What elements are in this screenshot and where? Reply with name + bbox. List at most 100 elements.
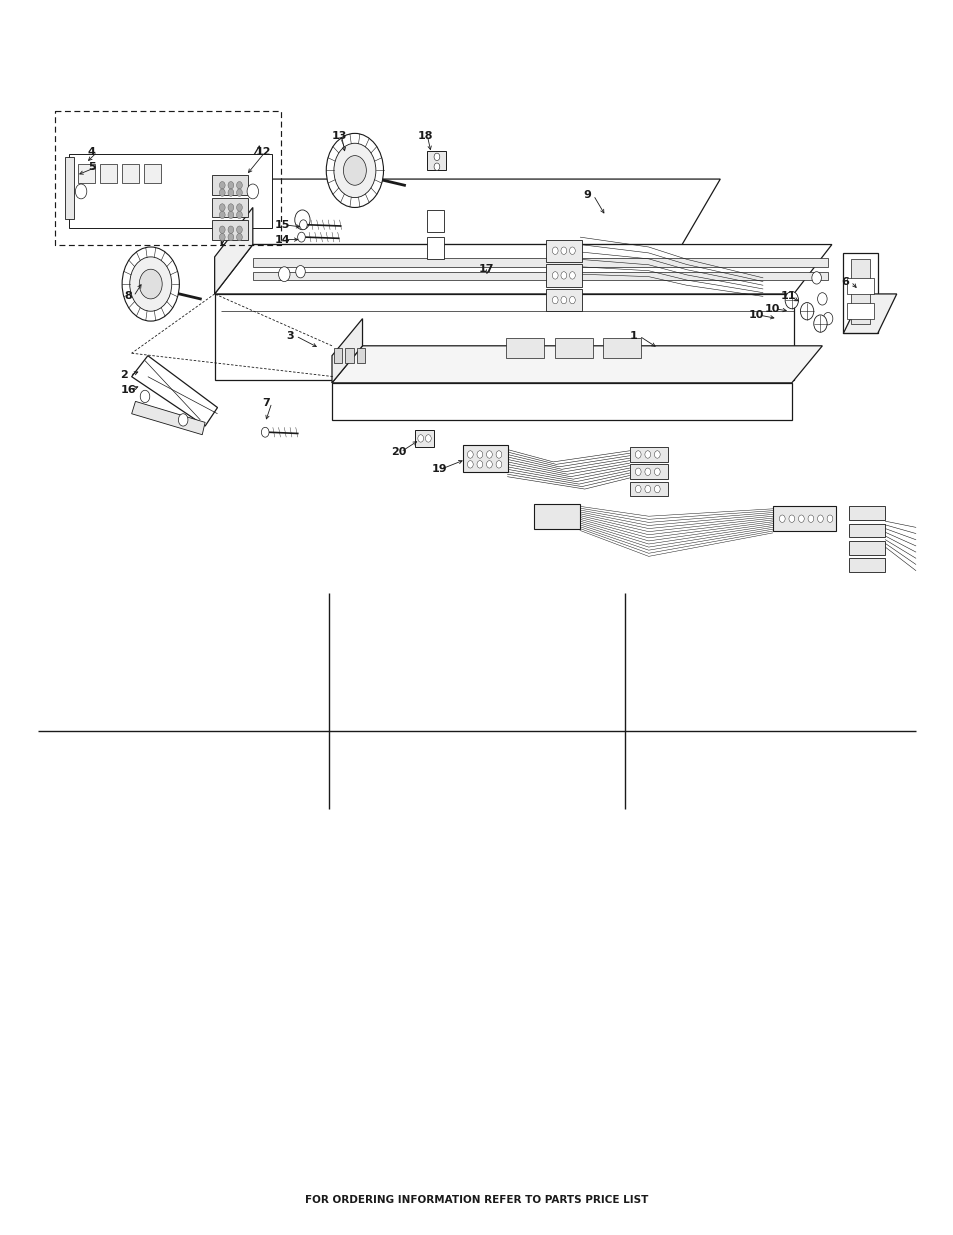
Text: 9: 9 xyxy=(583,190,591,200)
Text: 15: 15 xyxy=(274,220,290,230)
Polygon shape xyxy=(132,356,217,426)
Circle shape xyxy=(817,515,822,522)
Circle shape xyxy=(476,461,482,468)
Text: 6: 6 xyxy=(841,277,848,287)
Text: 13: 13 xyxy=(332,131,347,141)
Circle shape xyxy=(219,204,225,211)
Polygon shape xyxy=(221,146,259,245)
Polygon shape xyxy=(848,524,884,537)
Circle shape xyxy=(569,296,575,304)
Circle shape xyxy=(219,211,225,219)
Polygon shape xyxy=(253,258,827,267)
Circle shape xyxy=(552,272,558,279)
Polygon shape xyxy=(332,319,362,383)
Text: 11: 11 xyxy=(780,291,795,301)
Circle shape xyxy=(228,211,233,219)
Text: 14: 14 xyxy=(274,235,290,245)
Polygon shape xyxy=(629,447,667,462)
Circle shape xyxy=(822,312,832,325)
Polygon shape xyxy=(214,245,831,294)
Circle shape xyxy=(343,156,366,185)
Text: FOR ORDERING INFORMATION REFER TO PARTS PRICE LIST: FOR ORDERING INFORMATION REFER TO PARTS … xyxy=(305,1195,648,1205)
Polygon shape xyxy=(356,348,365,363)
Circle shape xyxy=(635,451,640,458)
Polygon shape xyxy=(122,164,139,183)
Polygon shape xyxy=(214,207,253,294)
Circle shape xyxy=(261,427,269,437)
Polygon shape xyxy=(214,294,793,380)
Circle shape xyxy=(122,247,179,321)
Circle shape xyxy=(247,184,258,199)
Circle shape xyxy=(552,247,558,254)
Text: 10: 10 xyxy=(748,310,763,320)
Circle shape xyxy=(635,468,640,475)
Circle shape xyxy=(178,414,188,426)
Circle shape xyxy=(552,296,558,304)
Circle shape xyxy=(295,266,305,278)
Polygon shape xyxy=(253,272,827,280)
Text: 20: 20 xyxy=(391,447,406,457)
Text: 7: 7 xyxy=(262,398,270,408)
Circle shape xyxy=(299,220,307,230)
Circle shape xyxy=(654,485,659,493)
Polygon shape xyxy=(334,348,342,363)
Circle shape xyxy=(139,269,162,299)
Circle shape xyxy=(334,143,375,198)
Circle shape xyxy=(219,226,225,233)
Circle shape xyxy=(297,232,305,242)
Polygon shape xyxy=(602,338,640,358)
Polygon shape xyxy=(629,464,667,479)
Circle shape xyxy=(467,461,473,468)
Polygon shape xyxy=(545,289,581,311)
Text: 4: 4 xyxy=(88,147,95,157)
Circle shape xyxy=(434,153,439,161)
Polygon shape xyxy=(100,164,117,183)
Text: 17: 17 xyxy=(478,264,494,274)
Polygon shape xyxy=(842,253,877,333)
Circle shape xyxy=(219,182,225,189)
Polygon shape xyxy=(427,151,446,170)
Polygon shape xyxy=(212,175,248,195)
Polygon shape xyxy=(65,157,74,219)
Circle shape xyxy=(236,189,242,196)
Circle shape xyxy=(569,247,575,254)
Circle shape xyxy=(496,461,501,468)
Circle shape xyxy=(228,226,233,233)
Circle shape xyxy=(560,296,566,304)
Circle shape xyxy=(496,451,501,458)
Circle shape xyxy=(236,204,242,211)
Circle shape xyxy=(75,184,87,199)
Polygon shape xyxy=(545,240,581,262)
Text: 18: 18 xyxy=(417,131,433,141)
Circle shape xyxy=(219,233,225,241)
Polygon shape xyxy=(545,264,581,287)
Circle shape xyxy=(417,435,423,442)
Polygon shape xyxy=(415,430,434,447)
Circle shape xyxy=(294,210,310,230)
Text: 16: 16 xyxy=(120,385,135,395)
Polygon shape xyxy=(332,383,791,420)
Circle shape xyxy=(486,461,492,468)
Circle shape xyxy=(784,291,798,309)
Polygon shape xyxy=(772,506,835,531)
Polygon shape xyxy=(345,348,354,363)
Circle shape xyxy=(644,468,650,475)
Circle shape xyxy=(434,163,439,170)
Text: 19: 19 xyxy=(431,464,446,474)
Circle shape xyxy=(644,485,650,493)
Polygon shape xyxy=(221,179,720,245)
Text: 10: 10 xyxy=(764,304,780,314)
Circle shape xyxy=(476,451,482,458)
Polygon shape xyxy=(534,504,579,529)
Circle shape xyxy=(228,233,233,241)
Circle shape xyxy=(644,451,650,458)
Text: 3: 3 xyxy=(286,331,294,341)
Circle shape xyxy=(236,211,242,219)
Circle shape xyxy=(817,293,826,305)
Circle shape xyxy=(228,182,233,189)
Circle shape xyxy=(779,515,784,522)
Polygon shape xyxy=(427,237,443,259)
Polygon shape xyxy=(132,401,205,435)
Polygon shape xyxy=(78,164,95,183)
Circle shape xyxy=(654,468,659,475)
